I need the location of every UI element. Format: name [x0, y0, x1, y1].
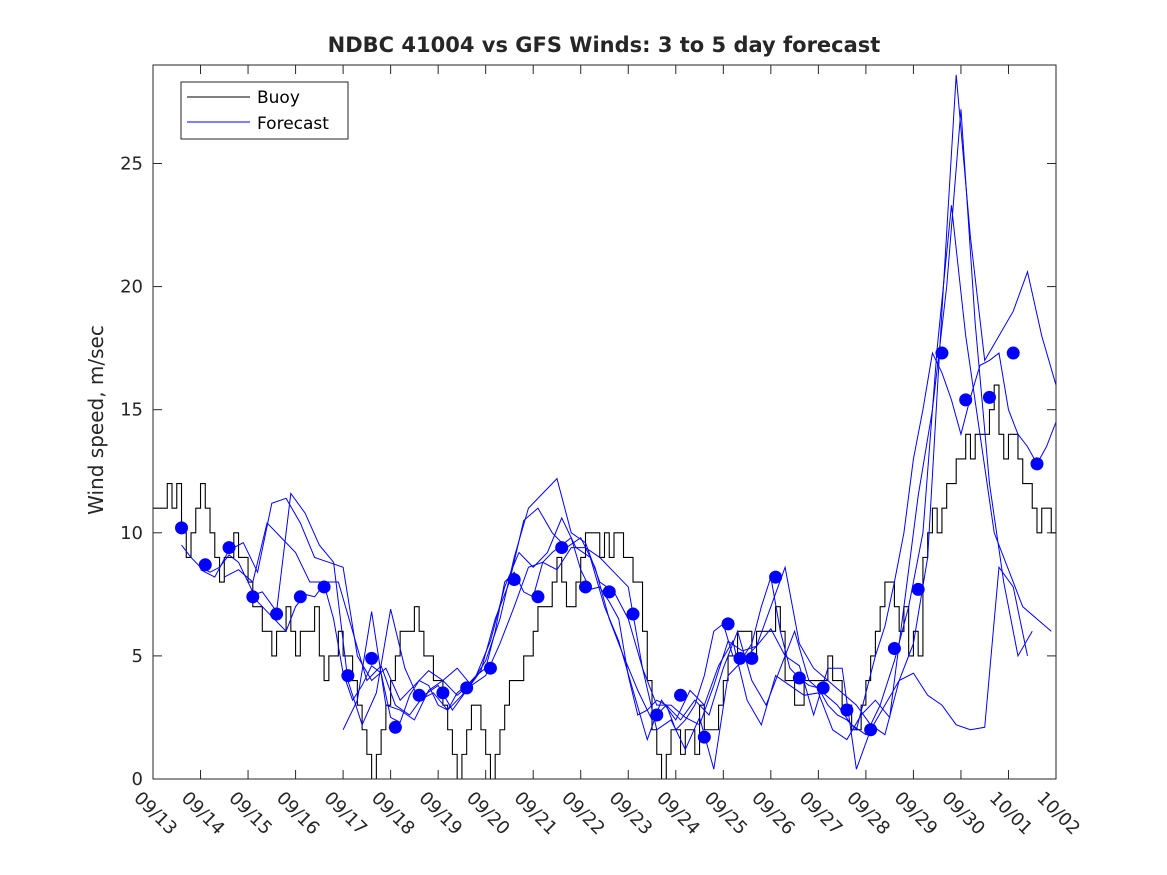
x-tick-label: 09/19 [415, 788, 467, 840]
forecast-point [745, 651, 759, 665]
forecast-point [650, 708, 664, 722]
x-tick-label: 10/02 [1032, 788, 1084, 840]
forecast-point [388, 720, 402, 734]
forecast-point [483, 661, 497, 675]
forecast-point [626, 607, 640, 621]
axes: 0 5 10 15 20 25 09/1309/1409/1509/1609/1709/18… [120, 64, 1084, 840]
x-tick-label: 09/24 [652, 788, 704, 840]
forecast-point [769, 570, 783, 584]
forecast-point [1006, 346, 1020, 360]
x-tick-label: 09/13 [129, 788, 181, 840]
x-tick-label: 09/15 [225, 788, 277, 840]
forecast-point [959, 393, 973, 407]
forecast-point [222, 541, 236, 555]
forecast-point [816, 681, 830, 695]
x-tick-label: 09/30 [937, 788, 989, 840]
legend-forecast-label: Forecast [257, 114, 329, 134]
x-tick-label: 09/22 [557, 788, 609, 840]
forecast-point [436, 686, 450, 700]
forecast-point [460, 681, 474, 695]
forecast-point [792, 671, 806, 685]
x-tick-label: 09/23 [605, 788, 657, 840]
forecast-point [175, 521, 189, 535]
y-tick-label: 5 [132, 646, 143, 667]
x-tick-label: 09/18 [367, 788, 419, 840]
forecast-point [602, 585, 616, 599]
x-tick-label: 10/01 [985, 788, 1037, 840]
forecast-point [935, 346, 949, 360]
forecast-point [697, 730, 711, 744]
forecast-point [317, 580, 331, 594]
forecast-point [507, 573, 521, 587]
legend: Buoy Forecast [180, 81, 349, 140]
forecast-point [341, 669, 355, 683]
forecast-point [198, 558, 212, 572]
plot-clip-group [153, 74, 1056, 779]
x-tick-label: 09/25 [700, 788, 752, 840]
forecast-run-line-5 [342, 547, 1028, 770]
forecast-point [721, 617, 735, 631]
buoy-series-line [153, 384, 1056, 779]
forecast-point [412, 688, 426, 702]
forecast-point [246, 590, 260, 604]
x-tick-label: 09/26 [747, 788, 799, 840]
forecast-point [531, 590, 545, 604]
x-tick-label: 09/17 [320, 788, 372, 840]
x-tick-label: 09/29 [890, 788, 942, 840]
y-tick-label: 25 [120, 153, 143, 174]
forecast-point [840, 703, 854, 717]
forecast-point [887, 642, 901, 656]
x-tick-label: 09/16 [272, 788, 324, 840]
axes-box [152, 64, 1057, 780]
forecast-point [674, 688, 688, 702]
x-tick-label: 09/14 [177, 788, 229, 840]
forecast-point [270, 607, 284, 621]
x-tick-label: 09/27 [795, 788, 847, 840]
x-tick-label: 09/21 [510, 788, 562, 840]
y-tick-label: 15 [120, 400, 143, 421]
y-tick-label: 20 [120, 277, 143, 298]
forecast-point [578, 580, 592, 594]
forecast-point [555, 541, 569, 555]
forecast-run-line-2 [200, 74, 1056, 736]
forecast-point [733, 651, 747, 665]
y-tick-label: 0 [132, 769, 143, 790]
legend-box [180, 81, 349, 140]
legend-buoy-label: Buoy [257, 88, 300, 108]
y-axis-label: Wind speed, m/sec [84, 325, 108, 515]
x-tick-label: 09/20 [462, 788, 514, 840]
forecast-point [365, 651, 379, 665]
forecast-point [911, 582, 925, 596]
forecast-point [1030, 457, 1044, 471]
y-tick-label: 10 [120, 523, 143, 544]
chart-title: NDBC 41004 vs GFS Winds: 3 to 5 day fore… [328, 33, 881, 57]
forecast-run-line-1 [181, 351, 1056, 731]
forecast-run-line-3 [224, 205, 1052, 736]
x-tick-label: 09/28 [842, 788, 894, 840]
forecast-run-line-4 [247, 109, 1033, 742]
forecast-point [864, 723, 878, 737]
forecast-point [982, 390, 996, 404]
forecast-point [293, 590, 307, 604]
plot-area [153, 74, 1056, 779]
